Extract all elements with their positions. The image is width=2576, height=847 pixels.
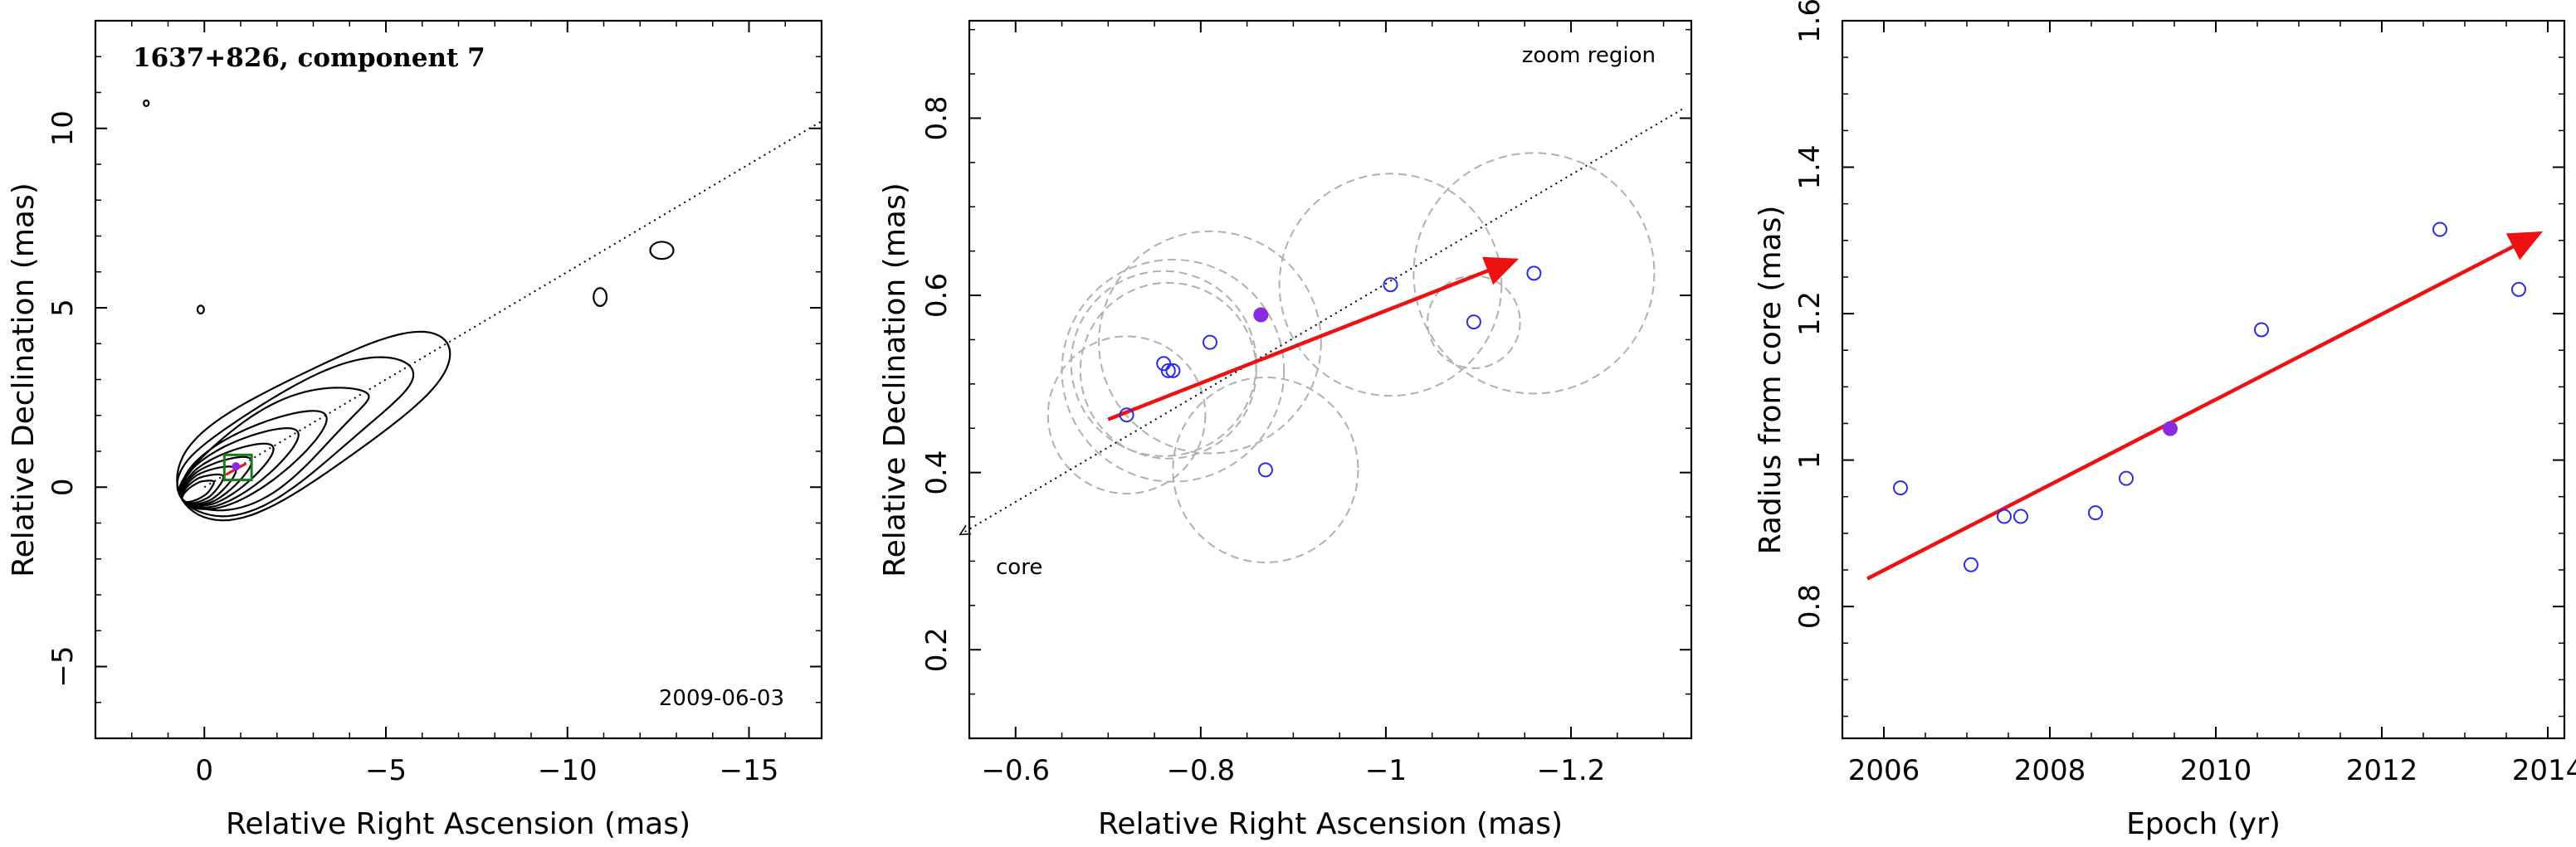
position-point xyxy=(1257,462,1273,478)
panel2-yticks: 0.2 0.4 0.6 0.8 xyxy=(920,28,1691,695)
zoom-region-box xyxy=(222,453,253,482)
error-circle xyxy=(1172,376,1359,563)
contour-level-5 xyxy=(179,426,300,509)
panel2-frame xyxy=(968,19,1693,740)
position-point xyxy=(1466,314,1481,330)
zoom-region-label: zoom region xyxy=(1522,43,1656,68)
core-label: core xyxy=(996,555,1042,580)
current-epoch-point xyxy=(2163,421,2178,436)
contour-level-10 xyxy=(181,479,215,504)
error-circle xyxy=(1278,173,1503,397)
position-point xyxy=(1526,265,1542,281)
panel1-x-axis-label: Relative Right Ascension (mas) xyxy=(226,807,690,841)
contour-level-1 xyxy=(176,330,451,522)
y-tick-label: 1.6 xyxy=(1793,0,1827,43)
radius-point xyxy=(1893,480,1908,496)
error-circle xyxy=(1098,230,1322,455)
panel-zoom-region: −0.6 −0.8 −1 −1.2 0.20.40.60.8 zoom region … xyxy=(878,19,1693,841)
fit-line xyxy=(1866,231,2544,581)
core-direction-line xyxy=(960,108,1683,535)
contour-level-6 xyxy=(180,442,275,508)
error-circle xyxy=(1061,258,1286,483)
contour-blob xyxy=(196,304,205,315)
x-tick-label: −0.8 xyxy=(1167,754,1236,787)
panel-radius-epoch: 2006 2008 2010 2012 2014 0.8 1 1.2 1.4 1.6 Epoch… xyxy=(1754,0,2576,841)
radius-points xyxy=(1893,221,2526,572)
x-tick-label: −1 xyxy=(1365,754,1407,787)
contour-level-2 xyxy=(176,356,415,518)
panel1-frame xyxy=(94,19,823,740)
error-circle xyxy=(1412,152,1656,395)
contour-blob xyxy=(143,99,150,108)
radius-point xyxy=(2432,221,2447,237)
y-tick-label: 1.4 xyxy=(1793,144,1827,189)
radius-point xyxy=(2088,505,2103,521)
position-point xyxy=(1119,407,1134,423)
position-point xyxy=(1383,277,1398,293)
current-epoch-point xyxy=(1253,307,1269,323)
error-circle xyxy=(1070,270,1257,457)
radius-point xyxy=(1997,509,2012,524)
component-position xyxy=(232,462,241,471)
error-circle xyxy=(1079,281,1257,460)
panel3-y-axis-label: Radius from core (mas) xyxy=(1754,206,1788,555)
position-point xyxy=(1165,363,1181,378)
y-tick-label: 1.2 xyxy=(1793,291,1827,336)
contour-lines xyxy=(143,99,675,522)
panel1-xticks: 0 −5 −10 −15 xyxy=(131,21,786,787)
x-tick-label: 0 xyxy=(195,754,213,787)
panel2-xticks: −0.6 −0.8 −1 −1.2 xyxy=(981,21,1665,787)
contour-blob xyxy=(649,241,675,260)
y-tick-label: 5 xyxy=(46,299,80,317)
x-tick-label: −10 xyxy=(538,754,598,787)
jet-axis-line xyxy=(203,120,822,489)
position-points xyxy=(1119,265,1542,478)
radius-point xyxy=(2119,470,2134,486)
error-circles xyxy=(1046,152,1656,563)
y-tick-label: 10 xyxy=(46,110,80,146)
radius-point xyxy=(2254,322,2269,338)
y-tick-label: 0.6 xyxy=(920,273,954,318)
x-tick-label: 2006 xyxy=(1848,754,1920,787)
contour-blob xyxy=(593,287,608,307)
y-tick-label: −5 xyxy=(46,645,80,687)
panel3-yticks: 0.8 1 1.2 1.4 1.6 xyxy=(1793,0,2564,718)
contour-level-9 xyxy=(181,473,225,504)
x-tick-label: 2010 xyxy=(2180,754,2252,787)
position-point xyxy=(1203,334,1217,350)
radius-point xyxy=(2511,281,2526,297)
position-point xyxy=(1160,363,1176,378)
y-tick-label: 0.2 xyxy=(920,627,954,672)
panel3-x-axis-label: Epoch (yr) xyxy=(2126,807,2281,841)
x-tick-label: 2008 xyxy=(2014,754,2086,787)
panel-contour-map: 0 −5 −10 −15 −5 0 5 10 1637+826, component 7 2… xyxy=(7,19,823,841)
x-tick-label: −0.6 xyxy=(981,754,1050,787)
y-tick-label: 0.8 xyxy=(1793,584,1827,629)
x-tick-label: −1.2 xyxy=(1537,754,1606,787)
panel1-y-axis-label: Relative Declination (mas) xyxy=(7,183,41,577)
x-tick-label: 2012 xyxy=(2346,754,2418,787)
panel1-title: 1637+826, component 7 xyxy=(133,43,485,73)
error-circle xyxy=(1046,335,1207,495)
y-tick-label: 1 xyxy=(1793,451,1827,470)
panel1-date-label: 2009-06-03 xyxy=(659,686,784,711)
panel3-xticks: 2006 2008 2010 2012 2014 xyxy=(1842,21,2576,787)
x-tick-label: −5 xyxy=(365,754,407,787)
motion-arrow xyxy=(1107,256,1520,421)
contour-level-4 xyxy=(179,410,328,510)
y-tick-label: 0.8 xyxy=(920,95,954,140)
component-marker xyxy=(222,453,253,482)
radius-point xyxy=(1964,557,1978,572)
panel1-yticks: −5 0 5 10 xyxy=(46,56,822,703)
panel2-y-axis-label: Relative Declination (mas) xyxy=(878,183,912,577)
contour-plot-area: 0 −5 −10 −15 −5 0 5 10 xyxy=(46,19,823,787)
y-tick-label: 0.4 xyxy=(920,450,954,495)
panel2-x-axis-label: Relative Right Ascension (mas) xyxy=(1098,807,1563,841)
x-tick-label: 2014 xyxy=(2512,754,2576,787)
x-tick-label: −15 xyxy=(720,754,779,787)
y-tick-label: 0 xyxy=(46,478,80,496)
panel3-frame xyxy=(1841,19,2566,740)
radius-point xyxy=(2013,509,2028,524)
